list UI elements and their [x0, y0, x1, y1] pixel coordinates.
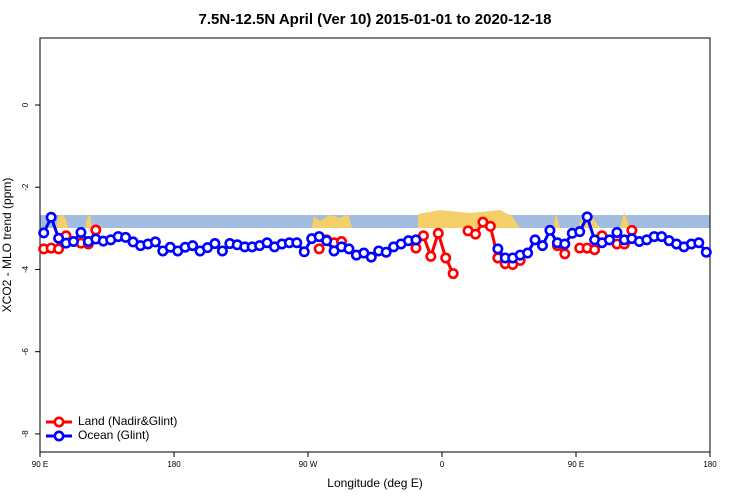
point — [343, 243, 355, 255]
legend: Land (Nadir&Glint)Ocean (Glint) — [46, 414, 177, 442]
point — [574, 226, 586, 238]
point — [380, 246, 392, 258]
point — [313, 243, 325, 255]
map-strip — [40, 215, 710, 228]
point — [589, 244, 601, 256]
chart-title: 7.5N-12.5N April (Ver 10) 2015-01-01 to … — [199, 11, 552, 28]
point — [298, 246, 310, 258]
point — [581, 211, 593, 223]
point — [544, 224, 556, 236]
point — [603, 234, 615, 246]
x-tick-label: 90 E — [32, 460, 48, 469]
y-tick-label: -8 — [21, 430, 30, 438]
point — [45, 211, 57, 223]
point — [187, 240, 199, 252]
point — [120, 231, 132, 243]
y-tick-label: -2 — [21, 183, 30, 191]
point — [536, 240, 548, 252]
point — [53, 232, 65, 244]
point — [291, 237, 303, 249]
y-tick-label: -6 — [21, 348, 30, 356]
legend-marker — [53, 416, 65, 428]
y-axis-label: XCO2 - MLO trend (ppm) — [0, 178, 14, 313]
point — [425, 250, 437, 262]
y-tick-label: -4 — [21, 265, 30, 273]
x-tick-label: 90 E — [568, 460, 584, 469]
point — [75, 226, 87, 238]
point — [432, 227, 444, 239]
point — [38, 227, 50, 239]
legend-marker — [53, 430, 65, 442]
point — [68, 236, 80, 248]
x-tick-label: 90 W — [299, 460, 318, 469]
point — [559, 248, 571, 260]
point — [365, 251, 377, 263]
point — [492, 243, 504, 255]
legend-label: Ocean (Glint) — [78, 428, 149, 442]
series — [38, 211, 712, 264]
point — [693, 237, 705, 249]
x-tick-label: 180 — [167, 460, 181, 469]
x-tick-label: 180 — [703, 460, 717, 469]
point — [469, 228, 481, 240]
y-tick-label: 0 — [21, 102, 30, 107]
point — [700, 246, 712, 258]
point — [484, 220, 496, 232]
point — [209, 238, 221, 250]
x-tick-label: 0 — [440, 460, 445, 469]
point — [559, 238, 571, 250]
point — [447, 268, 459, 280]
point — [90, 224, 102, 236]
point — [611, 226, 623, 238]
x-axis-label: Longitude (deg E) — [327, 476, 422, 490]
point — [321, 235, 333, 247]
point — [216, 245, 228, 257]
point — [522, 247, 534, 259]
point — [440, 252, 452, 264]
point — [410, 234, 422, 246]
point — [53, 243, 65, 255]
legend-label: Land (Nadir&Glint) — [78, 414, 177, 428]
point — [529, 234, 541, 246]
point — [149, 236, 161, 248]
